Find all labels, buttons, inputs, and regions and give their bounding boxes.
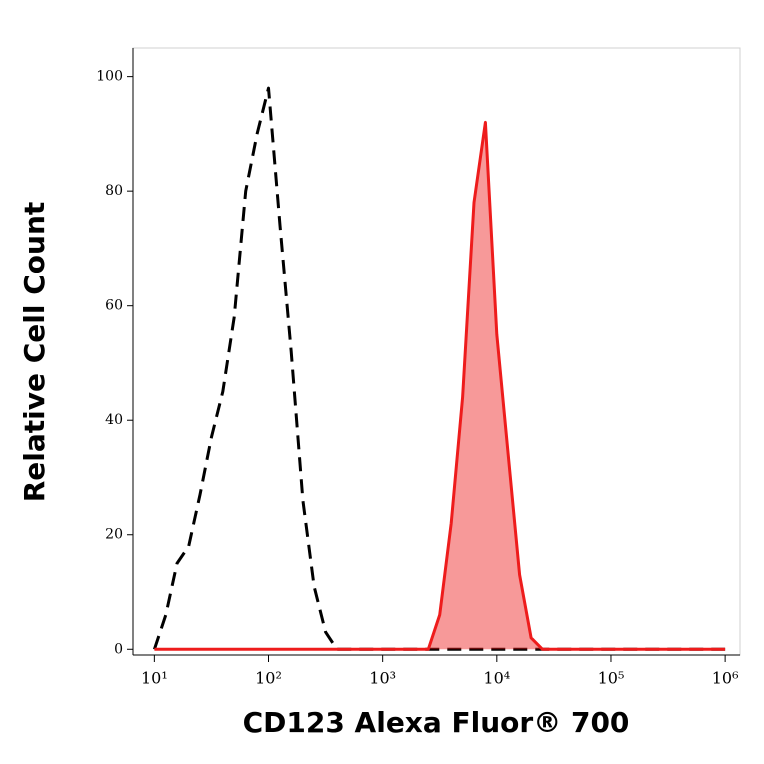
y-axis-label: Relative Cell Count	[18, 202, 51, 503]
x-tick-label: 10²	[255, 669, 282, 688]
x-tick-label: 10⁴	[483, 669, 510, 688]
x-axis-label: CD123 Alexa Fluor® 700	[243, 706, 630, 739]
line	[154, 120, 726, 651]
y-tick-label: 40	[105, 412, 123, 428]
y-tick-label: 0	[114, 641, 123, 657]
line	[152, 86, 726, 651]
x-tick-label: 10⁵	[598, 669, 625, 688]
x-tick-label: 10³	[369, 669, 396, 688]
x-tick-label: 10⁶	[712, 669, 739, 688]
y-tick-label: 100	[96, 69, 123, 85]
y-tick-label: 20	[105, 527, 123, 543]
area	[154, 122, 726, 650]
x-tick-label: 10¹	[141, 669, 168, 688]
y-tick-label: 80	[105, 183, 123, 199]
y-tick-label: 60	[105, 298, 123, 314]
plot-frame	[132, 47, 741, 656]
